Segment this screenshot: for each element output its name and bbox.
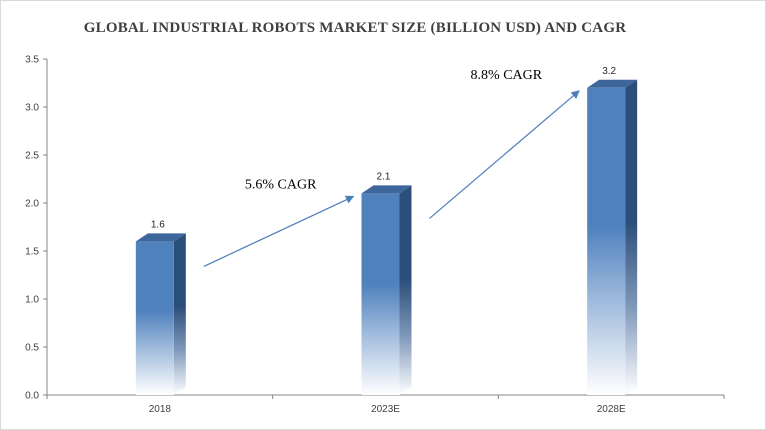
bar-2018: 1.6 (135, 219, 186, 395)
bar-front-face (361, 193, 400, 395)
bar-2028E: 3.2 (587, 66, 638, 396)
bar-top-face (587, 79, 638, 88)
cagr-label: 8.8% CAGR (471, 68, 543, 83)
bars-group: 1.6 2.1 3.2 (135, 66, 638, 396)
bar-front-face (135, 241, 174, 395)
cagr-label: 5.6% CAGR (245, 177, 317, 192)
data-label: 1.6 (151, 219, 165, 230)
bar-front-face (587, 87, 626, 396)
chart-title: GLOBAL INDUSTRIAL ROBOTS MARKET SIZE (BI… (83, 20, 627, 36)
y-tick-label: 2.0 (25, 199, 39, 210)
y-tick-label: 1.5 (25, 247, 39, 258)
data-label: 3.2 (602, 66, 616, 77)
x-tick-label: 2018 (149, 404, 172, 415)
y-tick-label: 2.5 (25, 151, 39, 162)
y-tick-label: 1.0 (25, 295, 39, 306)
bar-top-face (361, 185, 412, 194)
x-tick-label: 2023E (371, 404, 400, 415)
bar-2023E: 2.1 (361, 171, 412, 395)
bar-side-face (399, 185, 412, 395)
y-tick-label: 3.0 (25, 103, 39, 114)
y-tick-label: 0.0 (25, 391, 39, 402)
bar-top-face (135, 233, 186, 242)
cagr-annotation: 8.8% CAGR (429, 68, 580, 219)
y-tick-label: 0.5 (25, 343, 39, 354)
bar-side-face (625, 79, 638, 396)
cagr-arrow (429, 90, 580, 219)
bar-side-face (173, 233, 186, 395)
x-tick-label: 2028E (597, 404, 626, 415)
data-label: 2.1 (377, 171, 391, 182)
cagr-annotation: 5.6% CAGR (203, 177, 355, 267)
cagr-arrow (203, 195, 355, 267)
y-tick-label: 3.5 (25, 55, 39, 66)
cagr-annotations: 5.6% CAGR 8.8% CAGR (203, 68, 580, 267)
